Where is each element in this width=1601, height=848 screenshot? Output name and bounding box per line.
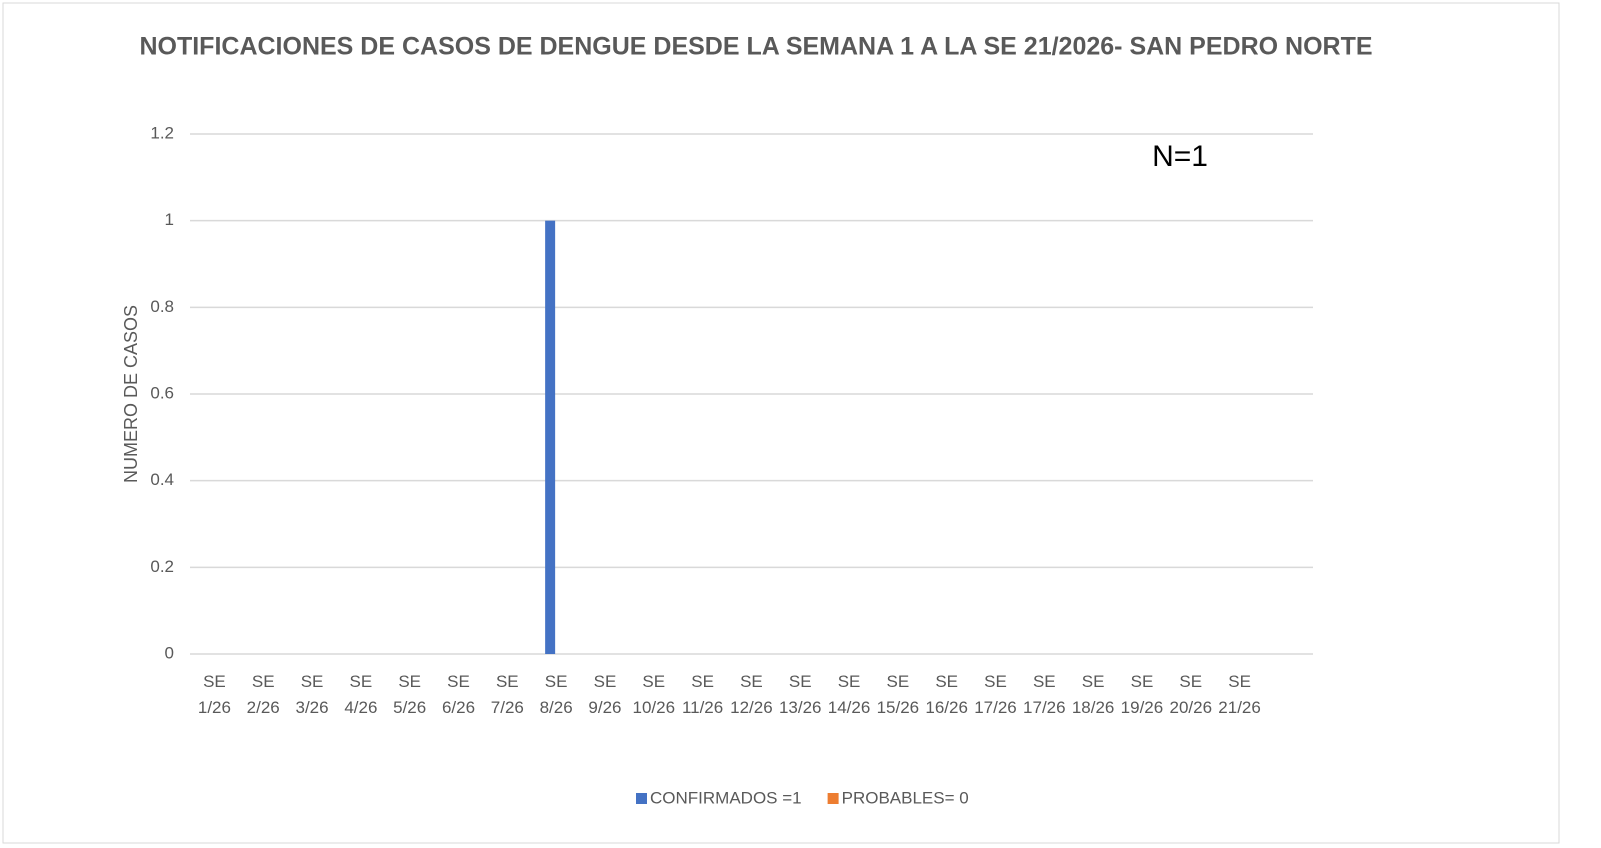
x-tick-label: SE 12/26 (730, 672, 773, 717)
x-tick-label: SE 11/26 (681, 672, 724, 717)
x-tick-label: SE 7/26 (490, 672, 524, 717)
x-tick-label: SE 17/26 (1023, 672, 1066, 717)
y-tick-label: 0.8 (150, 297, 174, 316)
bar (545, 220, 556, 654)
x-tick-label: SE 20/26 (1169, 672, 1213, 717)
y-tick-label: 0.2 (150, 557, 174, 576)
x-tick-label: SE 14/26 (827, 672, 871, 717)
x-tick-label: SE 2/26 (246, 672, 280, 717)
y-tick-label: 1.2 (150, 123, 174, 142)
x-tick-label: SE 1/26 (197, 672, 231, 717)
x-tick-label: SE 16/26 (925, 672, 968, 717)
y-tick-label: 0.4 (150, 470, 174, 489)
y-tick-label: 0.6 (150, 383, 174, 402)
y-tick-label: 1 (165, 210, 174, 229)
x-tick-label: SE 13/26 (778, 672, 822, 717)
legend-label: CONFIRMADOS =1 (650, 788, 802, 807)
x-tick-label: SE 8/26 (539, 672, 573, 717)
x-tick-label: SE 5/26 (393, 672, 427, 717)
x-tick-label: SE 9/26 (588, 672, 622, 717)
x-tick-label: SE 21/26 (1218, 672, 1261, 717)
annotation: N=1 (1152, 140, 1208, 173)
y-axis-label: NUMERO DE CASOS (121, 305, 141, 483)
legend: CONFIRMADOS =1 PROBABLES= 0 (636, 788, 969, 807)
x-tick-label: SE 6/26 (441, 672, 476, 717)
x-tick-label: SE 17/26 (974, 672, 1017, 717)
legend-label: PROBABLES= 0 (842, 788, 969, 807)
chart-title: NOTIFICACIONES DE CASOS DE DENGUE DESDE … (139, 33, 1372, 61)
chart-frame (2, 2, 1560, 844)
x-tick-label: SE 4/26 (344, 672, 378, 717)
x-tick-label: SE 10/26 (632, 672, 676, 717)
x-tick-label: SE 18/26 (1071, 672, 1115, 717)
x-tick-label: SE 3/26 (295, 672, 329, 717)
x-tick-label: SE 19/26 (1120, 672, 1164, 717)
x-tick-label: SE 15/26 (876, 672, 920, 717)
legend-swatch (636, 793, 647, 804)
y-tick-label: 0 (165, 643, 174, 662)
legend-swatch (827, 793, 839, 804)
